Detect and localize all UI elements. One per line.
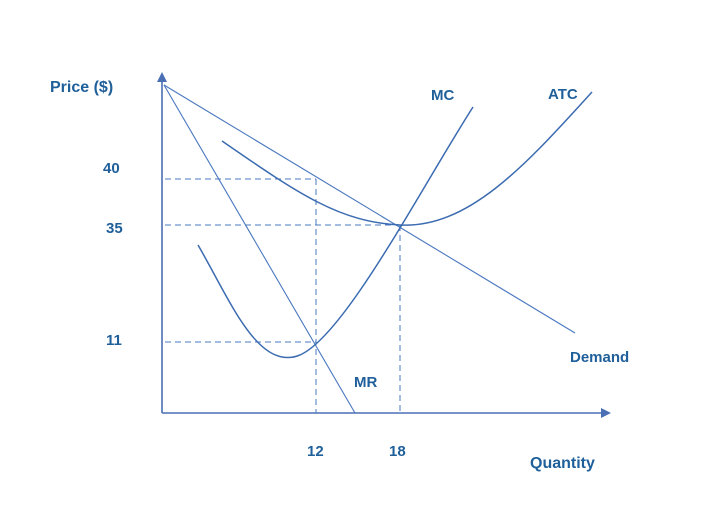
mc-label: MC: [431, 87, 454, 104]
mr-curve: [163, 84, 356, 414]
x-tick-12: 12: [307, 443, 324, 460]
y-tick-40: 40: [103, 160, 120, 177]
x-tick-18: 18: [389, 443, 406, 460]
mc-curve: [197, 106, 474, 359]
demand-label: Demand: [570, 349, 629, 366]
atc-label: ATC: [548, 86, 578, 103]
demand-curve: [163, 84, 576, 334]
y-tick-35: 35: [106, 220, 123, 237]
y-axis-label: Price ($): [50, 79, 113, 96]
mr-label: MR: [354, 374, 377, 391]
y-tick-11: 11: [106, 332, 122, 349]
atc-curve: [221, 91, 593, 226]
x-axis-label: Quantity: [530, 455, 595, 472]
